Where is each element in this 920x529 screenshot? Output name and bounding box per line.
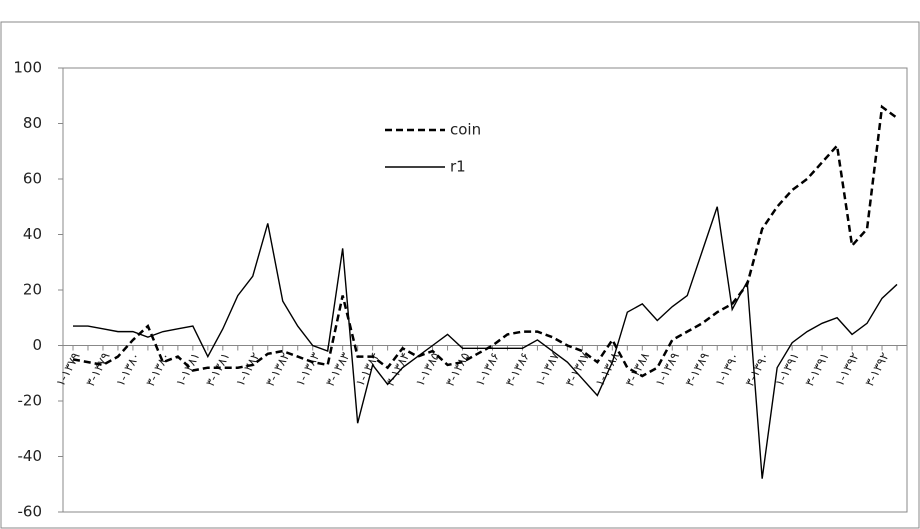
series-line [72,104,898,378]
x-tick-label: ۳-۱۳۸۸ [623,349,653,388]
y-tick-label: -20 [18,392,43,410]
x-tick-label: ۳-۱۳۸۳ [323,349,353,388]
x-tick-label: ۱-۱۳۸۶ [473,350,503,389]
x-tick-label: ۱-۱۳۷۹ [53,350,83,389]
x-tick-label: ۱-۱۳۹۰ [712,350,742,389]
x-tick-label: ۳-۱۳۹۲ [862,350,892,389]
x-tick-label: ۳-۱۳۸۹ [682,350,712,389]
x-tick-label: ۳-۱۳۹۱ [802,350,832,389]
chart-frame [0,21,920,529]
y-tick-label: -40 [18,447,43,465]
y-tick-label: -60 [18,503,43,521]
x-tick-label: ۱-۱۳۸۹ [652,350,682,389]
legend-label: coin [450,121,481,139]
y-tick-label: 80 [23,114,42,132]
x-tick-label: ۱-۱۳۸۲ [233,350,263,389]
legend-label: r1 [450,158,466,176]
y-tick-label: 0 [32,336,42,354]
x-tick-label: ۳-۱۳۸۵ [443,350,473,389]
x-tick-label: ۱-۱۳۹۲ [832,350,862,389]
x-tick-label: ۳-۱۳۷۹ [83,350,113,389]
y-tick-label: 100 [13,59,42,77]
x-tick-label: ۳-۱۳۸۰ [143,350,173,389]
y-tick-label: 40 [23,225,42,243]
y-tick-label: 20 [23,281,42,299]
x-tick-label: ۱-۱۳۸۸ [593,349,623,388]
x-tick-label: ۳-۱۳۸۲ [263,350,293,389]
x-tick-label: ۳-۱۳۹۰ [742,350,772,389]
x-tick-label: ۳-۱۳۸۶ [503,350,533,389]
y-tick-label: 60 [23,170,42,188]
plot-area [62,67,908,513]
series-line [73,206,898,479]
